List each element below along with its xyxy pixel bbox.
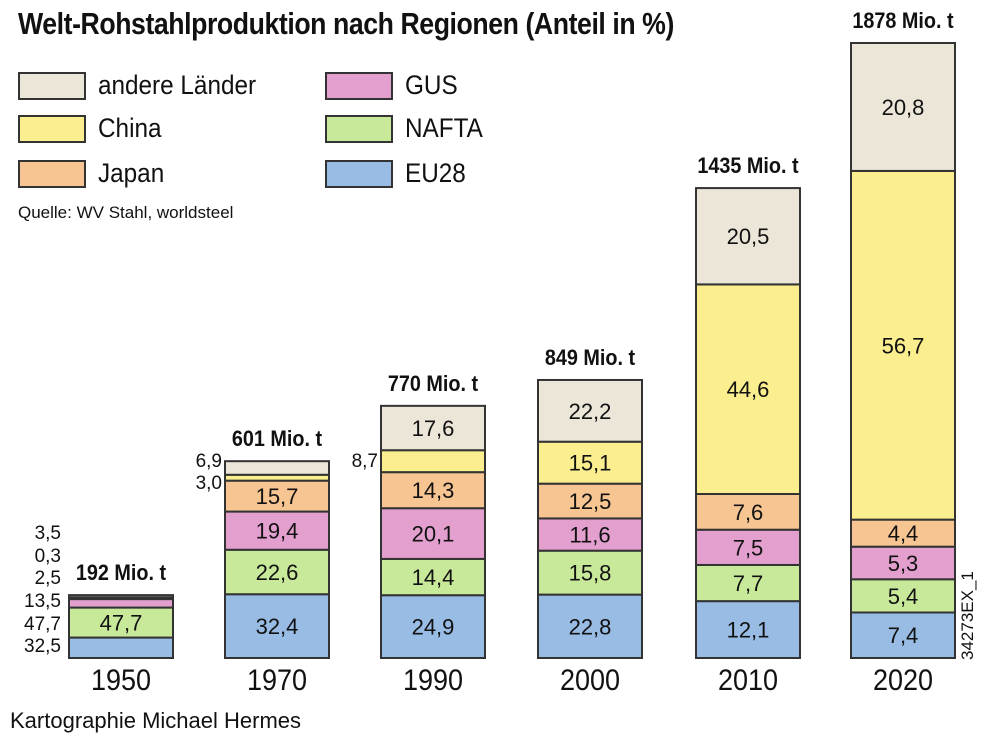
total-label: 770 Mio. t	[388, 372, 478, 396]
credit: Kartographie Michael Hermes	[10, 708, 302, 733]
legend-item: andere Länder	[18, 70, 274, 101]
segment-label: 15,8	[569, 561, 612, 586]
segment-label: 5,3	[888, 551, 919, 576]
x-tick-label: 1990	[403, 664, 463, 698]
segment-label: 7,6	[733, 500, 764, 525]
legend-item: EU28	[325, 158, 473, 189]
legend-item: NAFTA	[325, 113, 492, 144]
bar-segment	[224, 510, 330, 551]
x-tick-label: 2010	[718, 664, 778, 698]
total-label: 601 Mio. t	[232, 427, 322, 451]
segment-label: 20,1	[412, 522, 455, 547]
segment-label: 12,5	[569, 489, 612, 514]
x-tick-label: 2020	[873, 664, 933, 698]
bar-segment	[695, 563, 801, 603]
legend-label: NAFTA	[405, 113, 483, 143]
bar-segment	[380, 594, 486, 659]
segment-label: 24,9	[412, 615, 455, 640]
segment-label: 3,0	[196, 473, 222, 494]
segment-label: 32,4	[256, 614, 299, 639]
bar-segment	[224, 460, 330, 476]
segment-label: 6,9	[196, 451, 222, 472]
bar-segment	[68, 598, 174, 609]
bar-segment	[850, 518, 956, 548]
legend-label: China	[98, 113, 162, 143]
legend-item: Japan	[18, 158, 172, 189]
segment-label: 47,7	[24, 614, 61, 635]
segment-label: 7,4	[888, 623, 919, 648]
bar-segment	[695, 600, 801, 659]
legend-swatch	[18, 71, 86, 100]
segment-label: 8,7	[352, 451, 378, 472]
legend-item: GUS	[325, 70, 464, 101]
bar-segment	[380, 557, 486, 597]
segment-label: 7,5	[733, 535, 764, 560]
x-tick-label: 1950	[91, 664, 151, 698]
total-label: 1435 Mio. t	[697, 154, 798, 178]
legend-label: andere Länder	[98, 70, 257, 100]
bar-segment	[380, 471, 486, 510]
segment-label: 44,6	[727, 377, 770, 402]
segment-label: 22,2	[569, 399, 612, 424]
total-label: 1878 Mio. t	[852, 9, 953, 33]
bar-segment	[850, 169, 956, 521]
bar-segment	[537, 378, 643, 443]
bar-segment	[68, 594, 174, 599]
legend-swatch	[18, 114, 86, 143]
legend-item: China	[18, 113, 169, 144]
bar-segment	[850, 578, 956, 614]
bar-segment	[537, 482, 643, 520]
segment-label: 14,3	[412, 478, 455, 503]
total-label: 849 Mio. t	[545, 346, 635, 370]
bar-segment	[695, 492, 801, 531]
bar-segment	[68, 636, 174, 659]
segment-label: 14,4	[412, 565, 455, 590]
total-label: 192 Mio. t	[76, 561, 166, 585]
segment-label: 47,7	[100, 611, 143, 636]
bar-segment	[850, 611, 956, 659]
segment-label: 11,6	[569, 523, 610, 548]
segment-label: 0,3	[35, 546, 61, 567]
bar-segment	[224, 479, 330, 513]
segment-label: 22,6	[256, 560, 299, 585]
bar-segment	[695, 187, 801, 286]
x-tick-label: 2000	[560, 664, 620, 698]
bar-segment	[380, 507, 486, 560]
bar-segment	[850, 42, 956, 172]
segment-label: 32,5	[24, 636, 61, 657]
segment-label: 4,4	[888, 521, 919, 546]
segment-label: 15,7	[256, 484, 299, 509]
segment-label: 20,8	[882, 95, 925, 120]
legend-label: GUS	[405, 70, 458, 100]
segment-label: 20,5	[727, 224, 770, 249]
bar-segment	[537, 593, 643, 659]
bar-segment	[380, 449, 486, 474]
segment-label: 56,7	[882, 333, 925, 358]
bar-segment	[380, 404, 486, 452]
x-tick-label: 1970	[247, 664, 307, 698]
legend-swatch	[325, 159, 393, 188]
segment-label: 3,5	[35, 523, 61, 544]
segment-label: 5,4	[888, 584, 919, 609]
source-note: Quelle: WV Stahl, worldsteel	[18, 203, 234, 222]
segment-label: 13,5	[24, 591, 61, 612]
segment-label: 19,4	[256, 519, 299, 544]
segment-label: 7,7	[733, 571, 764, 596]
legend-swatch	[18, 159, 86, 188]
chart-title: Welt-Rohstahlproduktion nach Regionen (A…	[18, 6, 674, 41]
legend-swatch	[325, 114, 393, 143]
segment-label: 22,8	[569, 614, 612, 639]
legend-swatch	[325, 71, 393, 100]
segment-label: 12,1	[727, 618, 770, 643]
segment-label: 17,6	[412, 416, 455, 441]
legend-label: Japan	[98, 158, 165, 188]
bar-segment	[224, 548, 330, 596]
legend-label: EU28	[405, 158, 466, 188]
segment-label: 2,5	[35, 568, 61, 589]
segment-label: 15,1	[569, 451, 612, 476]
